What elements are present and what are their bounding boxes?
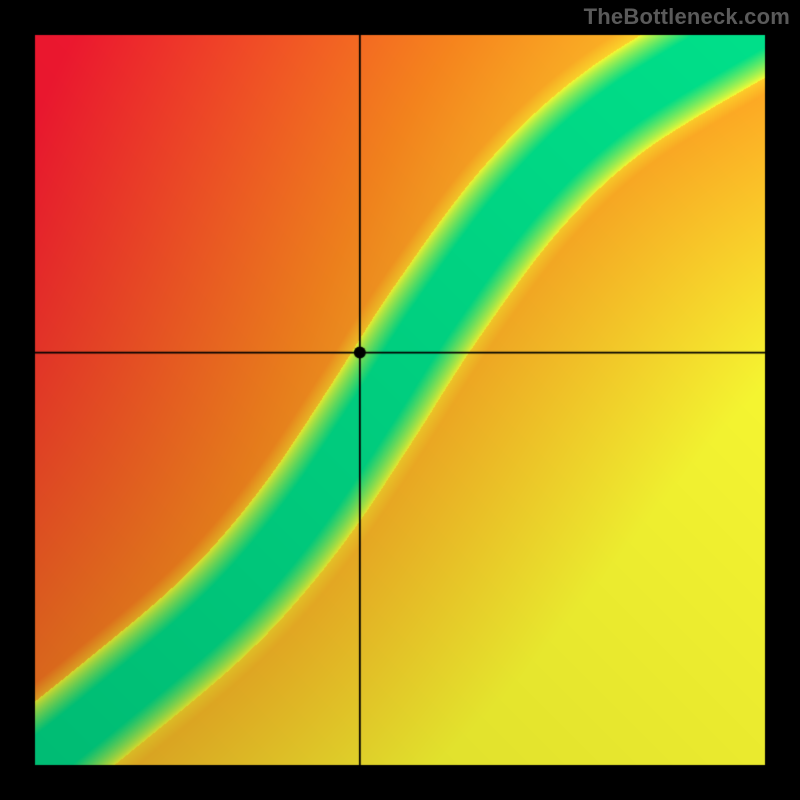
watermark-text: TheBottleneck.com [584, 4, 790, 30]
bottleneck-heatmap [0, 0, 800, 800]
